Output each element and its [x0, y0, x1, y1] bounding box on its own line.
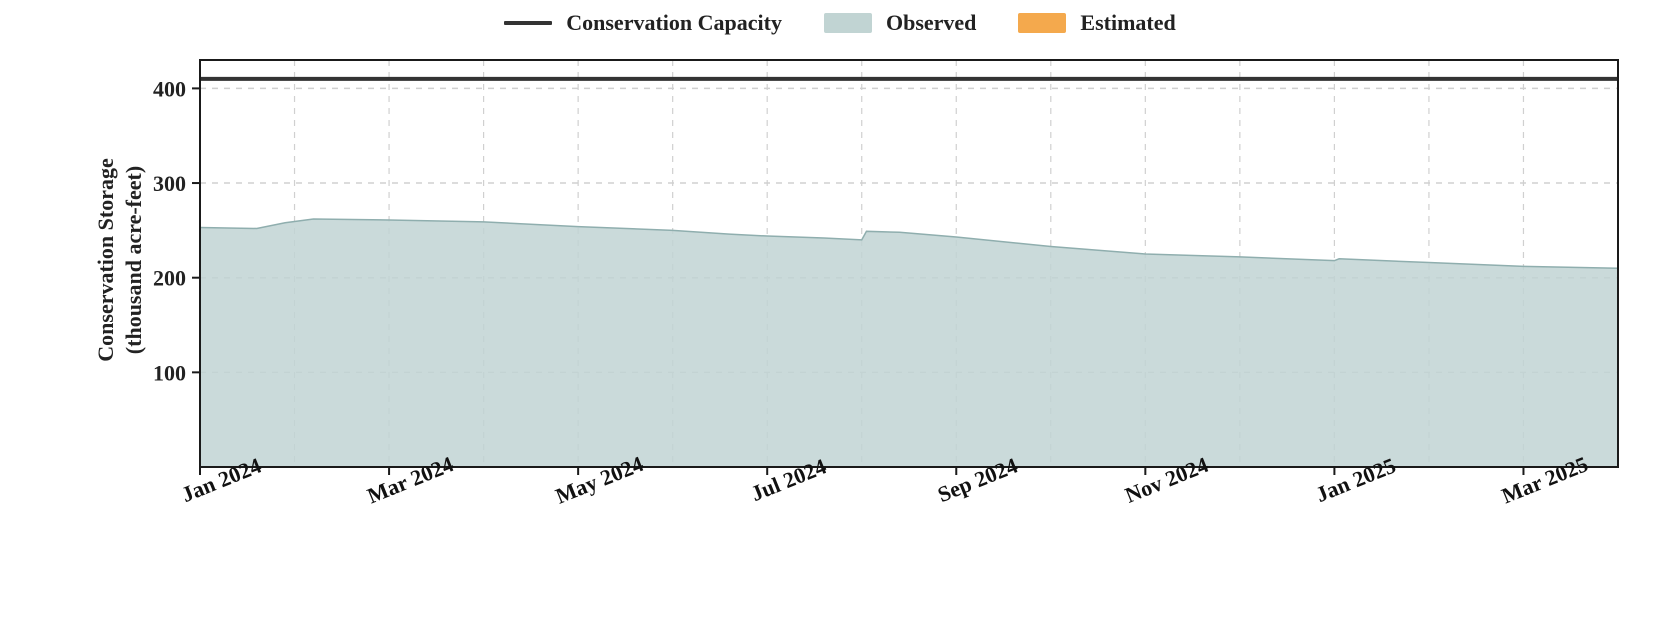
y-tick-label: 300 — [153, 171, 186, 196]
legend-label: Estimated — [1080, 10, 1175, 36]
legend-swatch-icon — [1018, 13, 1066, 33]
y-tick-label: 200 — [153, 266, 186, 291]
legend-item-capacity: Conservation Capacity — [504, 10, 782, 36]
legend-item-observed: Observed — [824, 10, 976, 36]
legend-label: Conservation Capacity — [566, 10, 782, 36]
y-axis-label-line1: Conservation Storage — [93, 158, 118, 361]
legend-line-icon — [504, 21, 552, 25]
y-axis-label-line2: (thousand acre-feet) — [120, 158, 148, 361]
y-tick-label: 400 — [153, 76, 186, 101]
chart-svg: 100200300400Jan 2024Mar 2024May 2024Jul … — [0, 0, 1680, 630]
legend-swatch-icon — [824, 13, 872, 33]
y-axis-label: Conservation Storage (thousand acre-feet… — [92, 158, 147, 361]
legend-label: Observed — [886, 10, 976, 36]
legend: Conservation Capacity Observed Estimated — [0, 10, 1680, 36]
y-tick-label: 100 — [153, 360, 186, 385]
chart-container: Conservation Capacity Observed Estimated… — [0, 0, 1680, 630]
legend-item-estimated: Estimated — [1018, 10, 1175, 36]
